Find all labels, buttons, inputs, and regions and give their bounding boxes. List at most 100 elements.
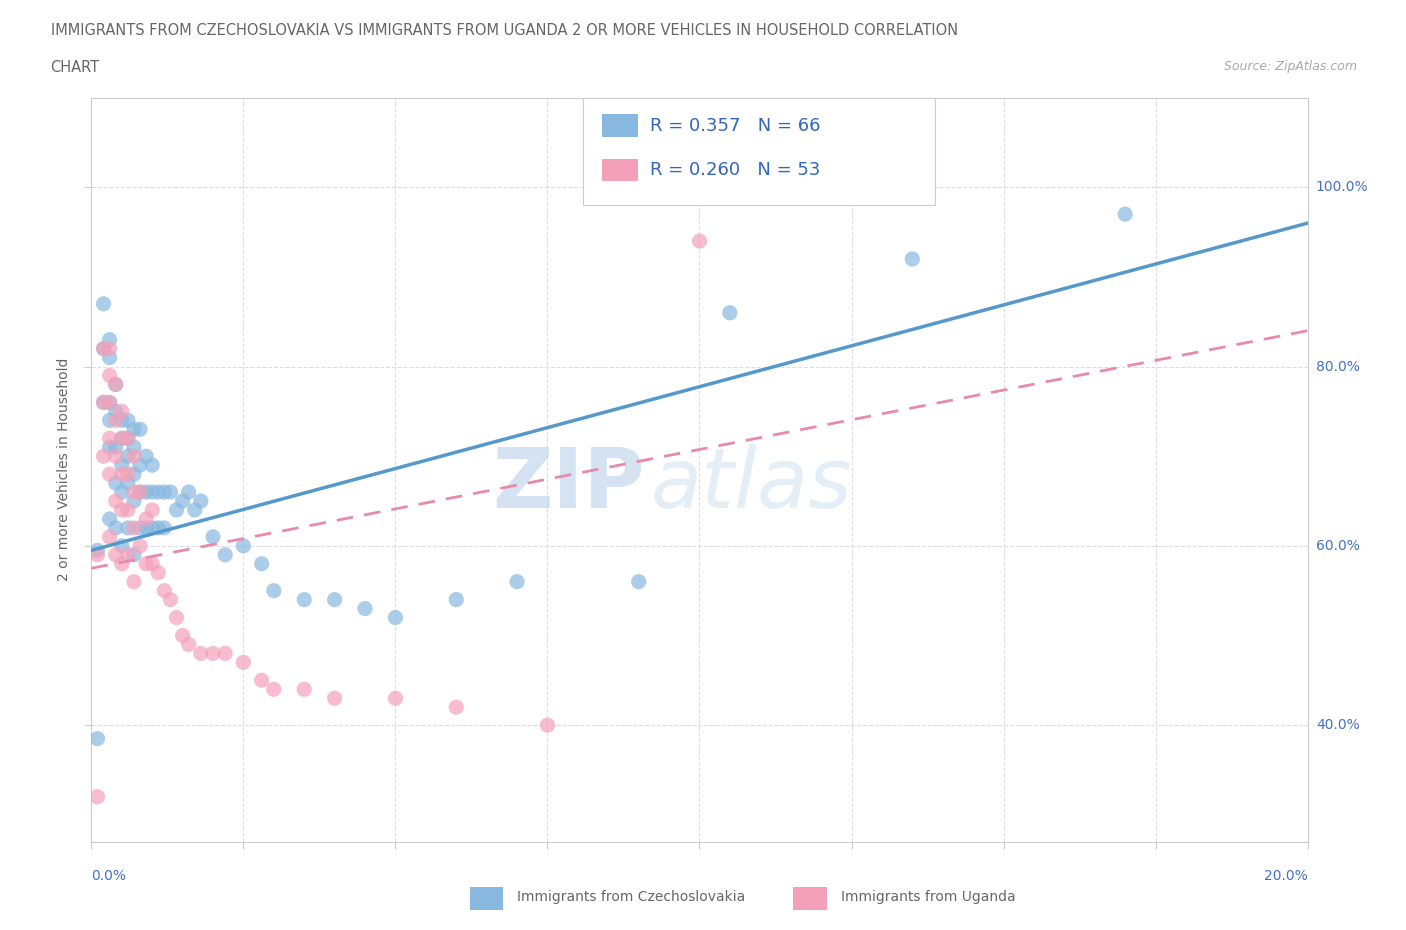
Text: 40.0%: 40.0% <box>1316 718 1360 732</box>
Point <box>901 251 924 266</box>
Point <box>111 431 134 445</box>
Point <box>129 422 152 437</box>
Point <box>627 574 650 589</box>
Point <box>104 494 127 509</box>
Point <box>153 485 176 499</box>
Point <box>153 521 176 536</box>
Point <box>98 431 121 445</box>
Point <box>117 413 139 428</box>
Text: 20.0%: 20.0% <box>1264 870 1308 884</box>
Point <box>384 610 406 625</box>
Point <box>384 691 406 706</box>
Point <box>135 521 157 536</box>
Text: CHART: CHART <box>51 60 100 75</box>
Point <box>166 610 188 625</box>
Point <box>153 583 176 598</box>
Point <box>1114 206 1136 221</box>
Point <box>354 601 377 616</box>
Point <box>117 431 139 445</box>
Text: 80.0%: 80.0% <box>1316 360 1360 374</box>
Text: Source: ZipAtlas.com: Source: ZipAtlas.com <box>1223 60 1357 73</box>
Point <box>444 592 467 607</box>
Point <box>166 502 188 517</box>
Point <box>122 440 145 455</box>
Text: R = 0.357   N = 66: R = 0.357 N = 66 <box>650 116 820 135</box>
Point <box>141 502 163 517</box>
Point <box>104 440 127 455</box>
Point <box>104 548 127 563</box>
Text: 0.0%: 0.0% <box>91 870 127 884</box>
Point <box>98 341 121 356</box>
Point <box>250 673 273 688</box>
Point <box>86 543 108 558</box>
Point <box>98 332 121 347</box>
Point <box>98 440 121 455</box>
Point <box>172 494 194 509</box>
Point <box>232 655 254 670</box>
Point <box>323 691 346 706</box>
Point <box>122 485 145 499</box>
Point <box>111 458 134 472</box>
Text: R = 0.260   N = 53: R = 0.260 N = 53 <box>650 161 820 179</box>
Text: Immigrants from Uganda: Immigrants from Uganda <box>841 890 1015 905</box>
Point <box>536 718 558 733</box>
Point <box>98 413 121 428</box>
Point <box>129 485 152 499</box>
Point <box>202 646 225 661</box>
Point <box>214 548 236 563</box>
Point <box>135 485 157 499</box>
Point <box>122 521 145 536</box>
Point <box>214 646 236 661</box>
Point <box>148 565 170 580</box>
Point <box>104 475 127 490</box>
Point <box>98 512 121 526</box>
Point <box>117 449 139 464</box>
Point <box>323 592 346 607</box>
Point <box>104 521 127 536</box>
Point <box>135 512 157 526</box>
Point <box>129 485 152 499</box>
Point <box>292 592 315 607</box>
Point <box>98 395 121 410</box>
Point <box>141 458 163 472</box>
Point <box>135 556 157 571</box>
Text: Immigrants from Czechoslovakia: Immigrants from Czechoslovakia <box>517 890 745 905</box>
Point <box>111 413 134 428</box>
Point <box>718 305 741 320</box>
Point <box>148 485 170 499</box>
Point <box>122 548 145 563</box>
Point <box>104 404 127 418</box>
Point <box>263 583 285 598</box>
Text: 60.0%: 60.0% <box>1316 538 1360 552</box>
Text: atlas: atlas <box>651 444 852 525</box>
Point <box>232 538 254 553</box>
Point <box>86 790 108 804</box>
Point <box>117 548 139 563</box>
Point <box>93 341 115 356</box>
Point <box>111 485 134 499</box>
Text: ZIP: ZIP <box>492 444 645 525</box>
Point <box>190 494 212 509</box>
Point <box>98 368 121 383</box>
Point <box>202 529 225 544</box>
Point <box>93 395 115 410</box>
Point <box>263 682 285 697</box>
Point <box>104 449 127 464</box>
Point <box>111 556 134 571</box>
Point <box>93 341 115 356</box>
Point <box>111 431 134 445</box>
Point <box>141 485 163 499</box>
Point <box>117 475 139 490</box>
Point <box>111 467 134 482</box>
Point <box>104 413 127 428</box>
Point <box>444 699 467 714</box>
Point <box>86 548 108 563</box>
Point <box>122 467 145 482</box>
Point <box>104 377 127 392</box>
Point <box>122 574 145 589</box>
Point <box>688 233 710 248</box>
Point <box>148 521 170 536</box>
Point <box>129 538 152 553</box>
Text: 100.0%: 100.0% <box>1316 180 1368 194</box>
Point <box>122 422 145 437</box>
